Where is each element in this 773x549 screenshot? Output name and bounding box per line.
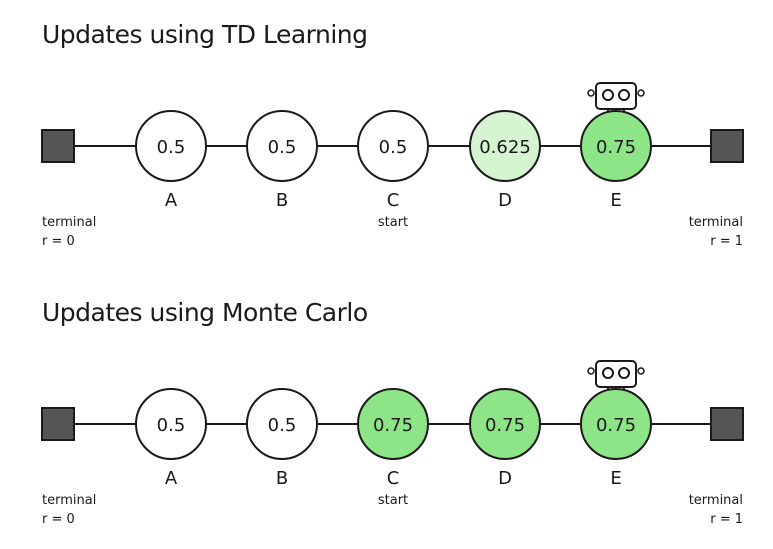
state-label: C	[387, 190, 400, 211]
state-value: 0.75	[485, 415, 525, 436]
panel-title: Updates using TD Learning	[42, 20, 368, 49]
state-value: 0.75	[596, 415, 636, 436]
state-label: C	[387, 468, 400, 489]
state-label: B	[276, 190, 288, 211]
start-caption: start	[378, 215, 408, 230]
terminal-left-caption: terminal	[42, 493, 96, 508]
panel-title: Updates using Monte Carlo	[42, 298, 368, 327]
state-label: D	[498, 468, 512, 489]
state-node-a	[135, 388, 207, 460]
terminal-left-reward: r = 0	[42, 234, 75, 249]
state-label: A	[165, 190, 178, 211]
state-value: 0.75	[596, 137, 636, 158]
terminal-left	[41, 129, 75, 163]
robot-icon	[587, 82, 645, 111]
state-label: D	[498, 190, 512, 211]
state-node-d	[469, 110, 541, 182]
state-value: 0.5	[268, 137, 297, 158]
robot-icon	[587, 360, 645, 389]
terminal-right	[710, 129, 744, 163]
state-node-e	[580, 388, 652, 460]
td-learning-panel: Updates using TD Learning 0.5 A 0.5 B 0.5 C 0.…	[0, 20, 773, 280]
state-value: 0.5	[268, 415, 297, 436]
terminal-left-caption: terminal	[42, 215, 96, 230]
state-node-c	[357, 388, 429, 460]
terminal-right-caption: terminal	[689, 215, 743, 230]
state-value: 0.5	[157, 137, 186, 158]
monte-carlo-panel: Updates using Monte Carlo 0.5 A 0.5 B 0.75 C 0…	[0, 298, 773, 549]
state-value: 0.625	[479, 137, 531, 158]
terminal-right	[710, 407, 744, 441]
terminal-left	[41, 407, 75, 441]
state-label: A	[165, 468, 178, 489]
state-label: B	[276, 468, 288, 489]
state-label: E	[610, 468, 621, 489]
terminal-right-reward: r = 1	[710, 512, 743, 527]
terminal-left-reward: r = 0	[42, 512, 75, 527]
state-node-e	[580, 110, 652, 182]
state-value: 0.75	[373, 415, 413, 436]
terminal-right-reward: r = 1	[710, 234, 743, 249]
state-value: 0.5	[379, 137, 408, 158]
state-label: E	[610, 190, 621, 211]
start-caption: start	[378, 493, 408, 508]
state-node-c	[357, 110, 429, 182]
state-node-b	[246, 388, 318, 460]
state-node-b	[246, 110, 318, 182]
state-node-a	[135, 110, 207, 182]
state-value: 0.5	[157, 415, 186, 436]
terminal-right-caption: terminal	[689, 493, 743, 508]
state-node-d	[469, 388, 541, 460]
